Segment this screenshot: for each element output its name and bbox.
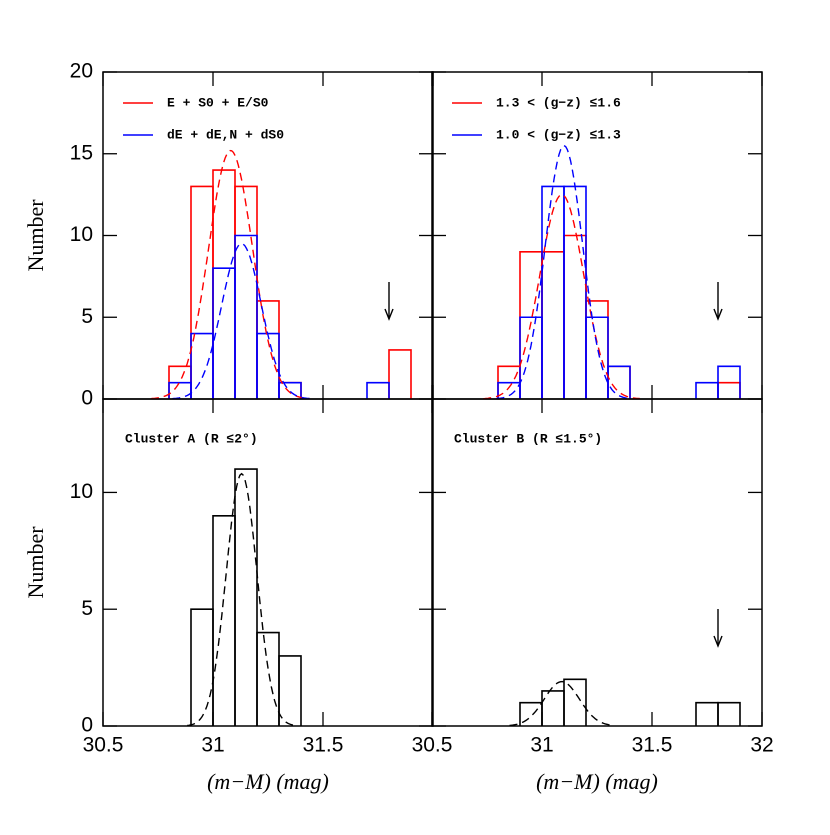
histogram-bin xyxy=(695,381,719,399)
histogram-bin xyxy=(541,251,565,399)
arrow-part xyxy=(384,308,394,321)
y-tick-label: 15 xyxy=(70,141,93,164)
histogram-bin xyxy=(256,300,280,399)
gaussian-fit xyxy=(496,144,632,400)
arrow xyxy=(713,282,723,321)
y-tick-label: 10 xyxy=(70,223,93,246)
legend-label: dE + dE,N + dS0 xyxy=(167,127,284,142)
histogram-bin xyxy=(563,185,587,399)
histogram-bin xyxy=(278,381,302,399)
histogram-bin xyxy=(190,608,214,726)
gaussian-fit xyxy=(172,242,311,400)
x-tick-label: 31 xyxy=(530,734,553,757)
histogram-bin xyxy=(717,701,741,726)
y-tick-label: 5 xyxy=(81,597,93,620)
gaussian-fit xyxy=(483,193,640,400)
gaussian-fit xyxy=(187,472,297,727)
histogram-bin xyxy=(607,365,631,399)
x-tick-label: 31.5 xyxy=(632,734,673,757)
histogram-bin xyxy=(388,349,412,399)
histogram-bin xyxy=(717,381,741,399)
histogram-bin xyxy=(717,365,741,399)
histogram-bin xyxy=(190,185,214,399)
x-axis-label: (m−M) (mag) xyxy=(207,769,329,794)
histogram-bin xyxy=(563,678,587,726)
histogram-bin xyxy=(519,316,543,399)
x-tick-label: 31.5 xyxy=(303,734,344,757)
arrow-part xyxy=(713,308,723,321)
arrow xyxy=(384,282,394,321)
histogram-bin xyxy=(168,381,192,399)
histogram-bin xyxy=(212,514,236,726)
y-axis-label: Number xyxy=(23,199,48,272)
legend-label: E + S0 + E/S0 xyxy=(167,95,269,110)
histogram-bin xyxy=(585,300,609,399)
histogram-bin xyxy=(695,701,719,726)
x-tick-label: 30.5 xyxy=(412,734,453,757)
legend-label: 1.0 < (g−z) ≤1.3 xyxy=(496,127,621,142)
legend-label: 1.3 < (g−z) ≤1.6 xyxy=(496,95,621,110)
gaussian-fit xyxy=(150,149,310,400)
x-tick-label: 32 xyxy=(750,734,773,757)
x-tick-label: 31 xyxy=(201,734,224,757)
panel-frame xyxy=(431,398,763,727)
histogram-bin xyxy=(278,655,302,726)
arrow xyxy=(713,609,723,648)
x-tick-label: 30.5 xyxy=(83,734,124,757)
histogram-bin xyxy=(563,234,587,399)
panel-title: Cluster B (R ≤1.5°) xyxy=(454,431,602,446)
panel-frame xyxy=(102,398,434,727)
histogram-bin xyxy=(234,185,258,399)
gaussian-fit xyxy=(509,680,614,727)
histogram-bin xyxy=(212,267,236,399)
histogram-bin xyxy=(366,381,390,399)
histogram-bin xyxy=(234,234,258,399)
y-tick-label: 0 xyxy=(81,714,93,737)
histogram-bin xyxy=(234,468,258,726)
panel-title: Cluster A (R ≤2°) xyxy=(125,431,258,446)
histogram-bin xyxy=(256,631,280,726)
y-axis-label: Number xyxy=(23,526,48,599)
y-tick-label: 10 xyxy=(70,480,93,503)
histogram-bin xyxy=(541,185,565,399)
y-tick-label: 20 xyxy=(70,60,93,83)
histogram-bin xyxy=(541,690,565,726)
arrow-part xyxy=(713,635,723,648)
histogram-bin xyxy=(497,381,521,399)
histogram-bin xyxy=(212,169,236,399)
histogram-bin xyxy=(607,365,631,399)
histogram-bin xyxy=(585,316,609,399)
y-tick-label: 0 xyxy=(81,387,93,410)
panel-frame xyxy=(102,71,434,400)
panel-frame xyxy=(431,71,763,400)
x-axis-label: (m−M) (mag) xyxy=(536,769,658,794)
histogram-bin xyxy=(190,332,214,399)
y-tick-label: 5 xyxy=(81,305,93,328)
